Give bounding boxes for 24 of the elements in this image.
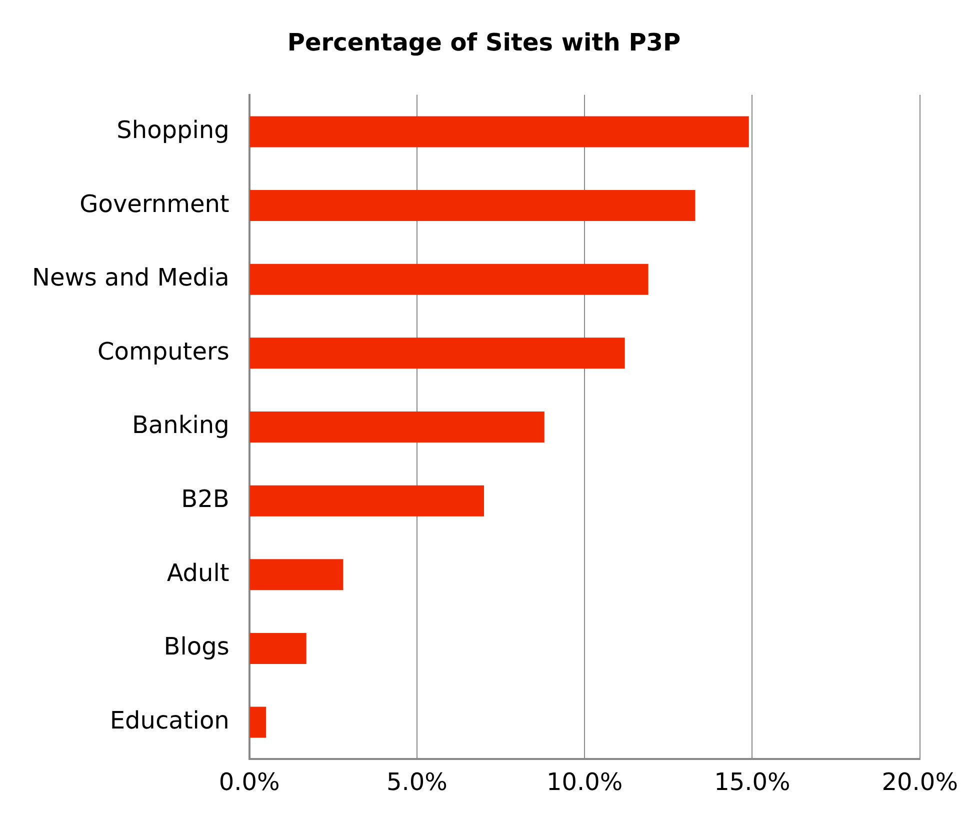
bar bbox=[250, 116, 749, 148]
y-tick-label: Blogs bbox=[164, 632, 230, 661]
bar bbox=[250, 706, 266, 738]
y-tick-label: Banking bbox=[132, 411, 230, 440]
bar bbox=[250, 264, 648, 295]
y-tick-label: Adult bbox=[166, 558, 230, 587]
x-tick-label: 15.0% bbox=[714, 768, 790, 796]
y-tick-label: Shopping bbox=[116, 116, 230, 144]
y-tick-label: News and Media bbox=[32, 264, 230, 292]
y-tick-label: B2B bbox=[181, 485, 230, 514]
y-tick-label: Computers bbox=[98, 337, 230, 366]
y-tick-label: Education bbox=[110, 706, 230, 735]
x-tick-label: 20.0% bbox=[882, 768, 958, 796]
bar bbox=[250, 559, 344, 590]
y-tick-label: Government bbox=[80, 190, 230, 218]
x-tick-label: 5.0% bbox=[386, 768, 448, 796]
x-tick-label: 0.0% bbox=[218, 768, 280, 796]
x-tick-label: 10.0% bbox=[546, 768, 623, 796]
bar bbox=[250, 485, 484, 516]
bar bbox=[250, 190, 696, 222]
bar bbox=[250, 632, 306, 664]
chart-title: Percentage of Sites with P3P bbox=[287, 28, 681, 57]
bar bbox=[250, 412, 544, 443]
bar bbox=[250, 338, 625, 369]
